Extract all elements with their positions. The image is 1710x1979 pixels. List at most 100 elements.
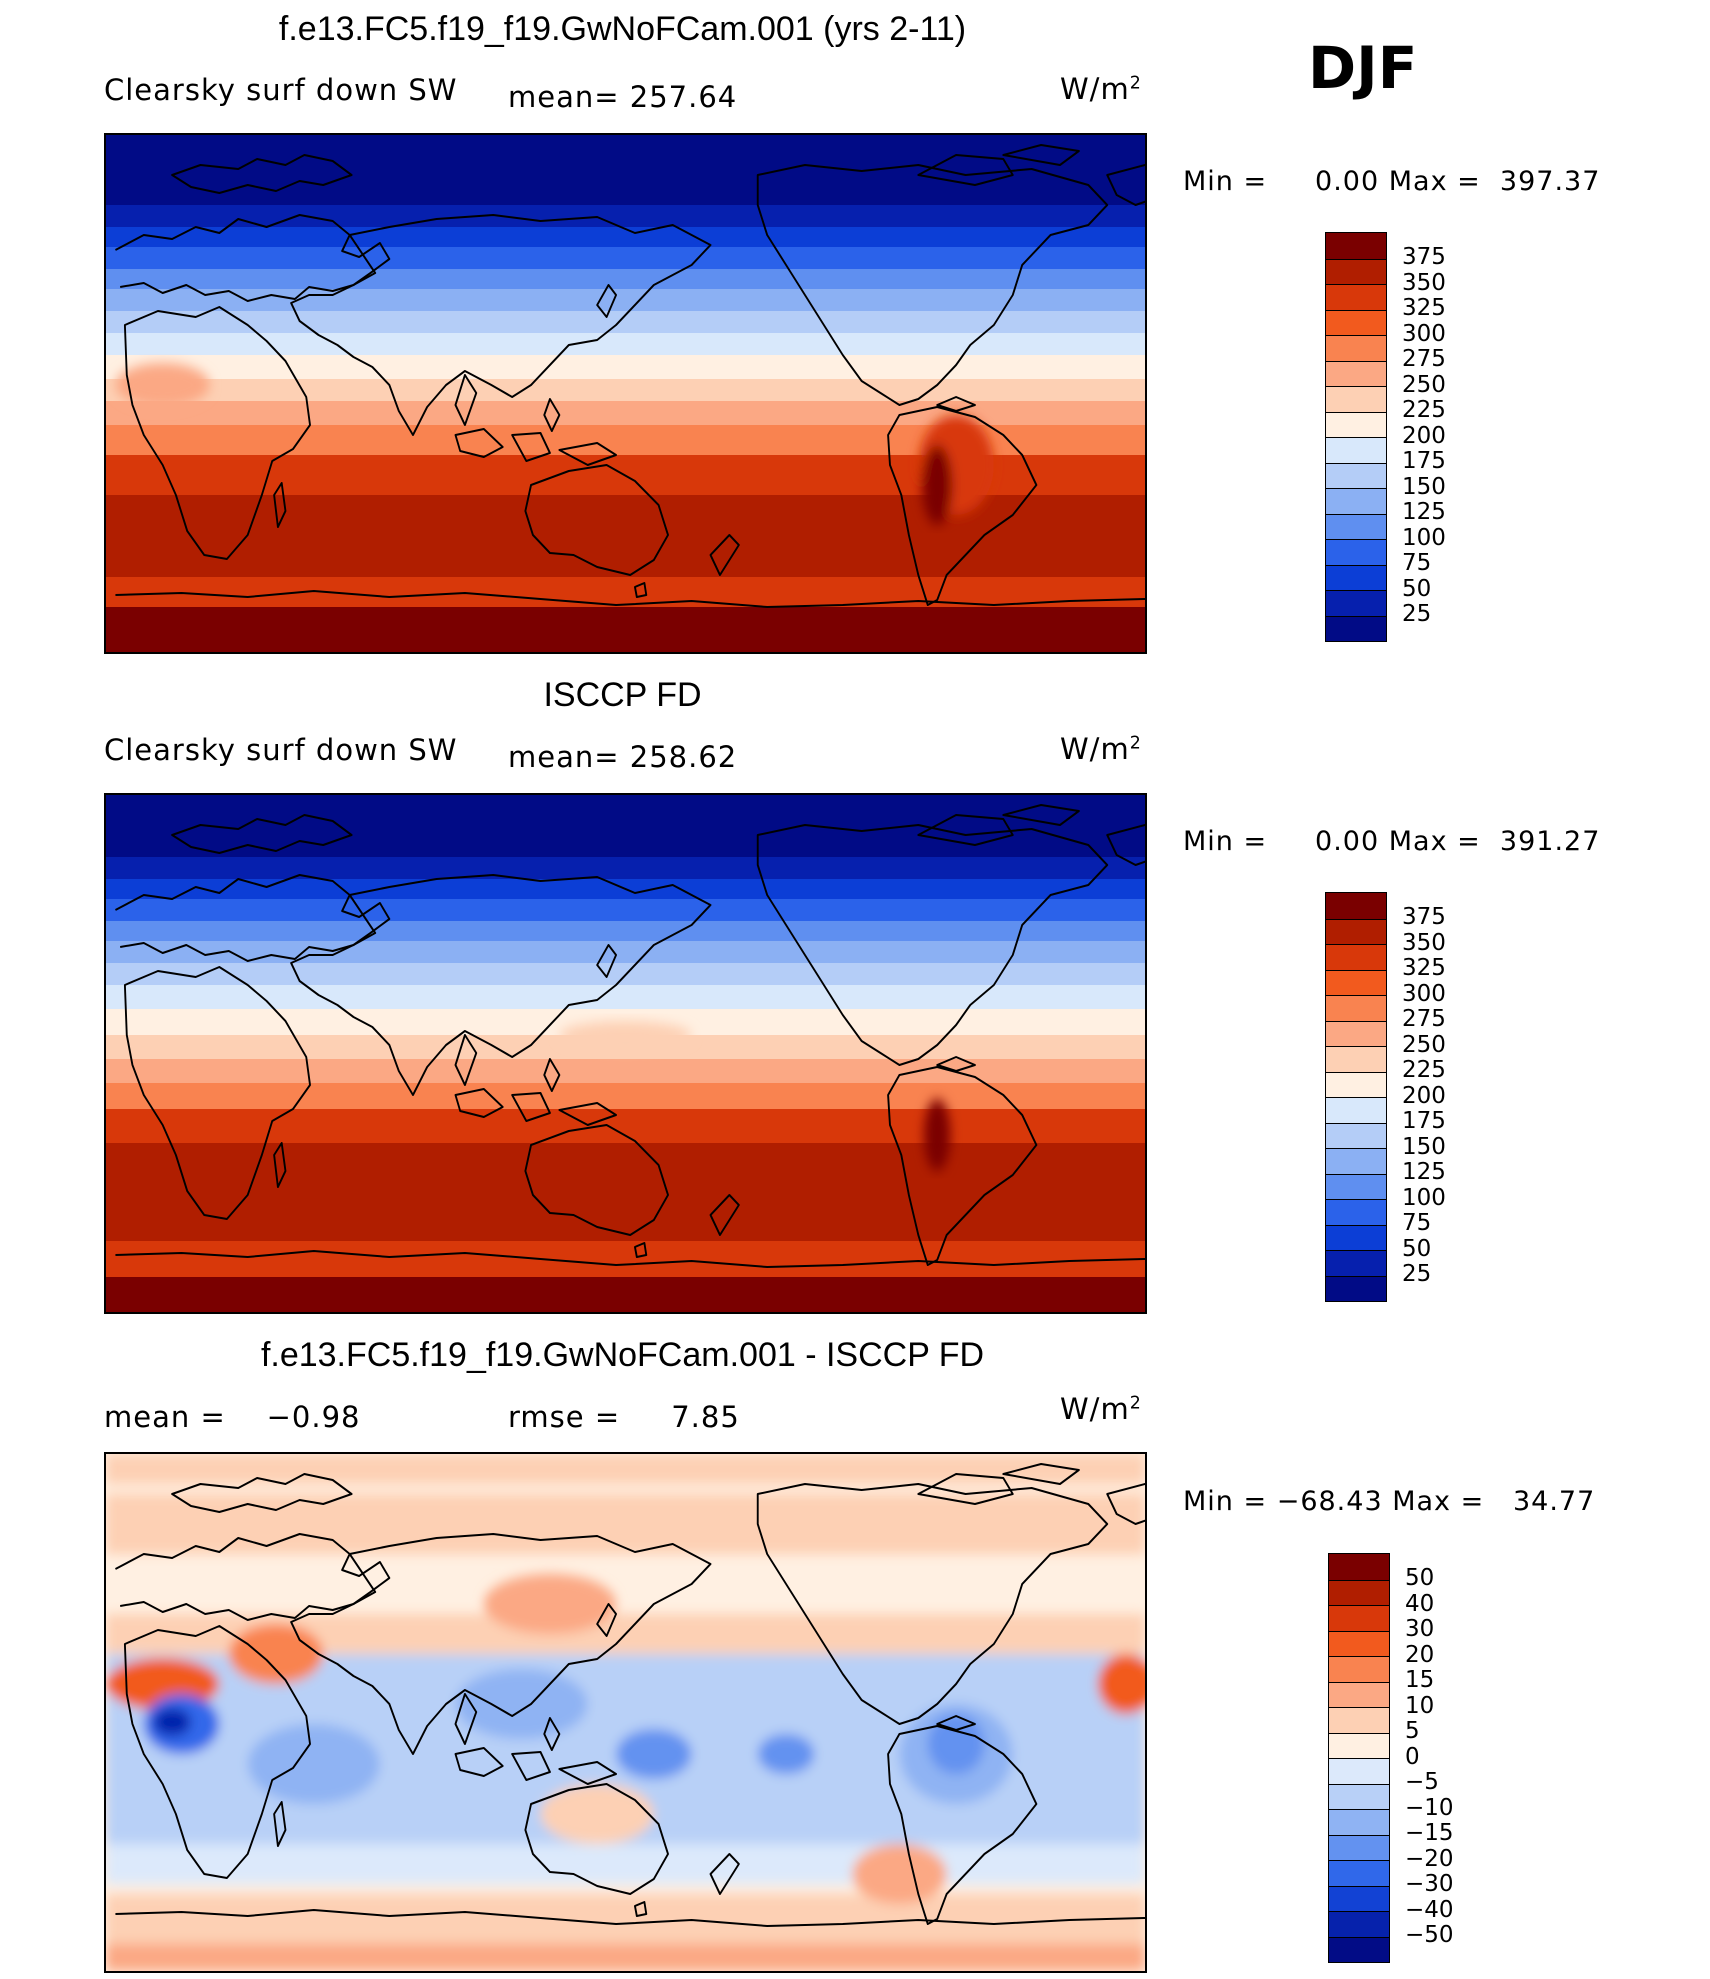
colorbar-tick-label: 125 <box>1402 1159 1446 1185</box>
colorbar-swatch <box>1329 1605 1389 1631</box>
colorbar-tick-label: 30 <box>1405 1616 1435 1642</box>
panel1-map-svg <box>106 135 1145 652</box>
colorbar-tick-label: −50 <box>1405 1922 1454 1948</box>
colorbar-swatch <box>1326 1199 1386 1225</box>
season-label: DJF <box>1308 34 1418 102</box>
colorbar-swatch <box>1326 462 1386 488</box>
colorbar-swatch <box>1326 1275 1386 1301</box>
colorbar-swatch <box>1329 1809 1389 1835</box>
colorbar-swatch <box>1326 258 1386 284</box>
colorbar-swatch <box>1326 1173 1386 1199</box>
panel2-title: ISCCP FD <box>543 676 702 714</box>
colorbar-swatch <box>1326 513 1386 539</box>
panel1-title: f.e13.FC5.f19_f19.GwNoFCam.001 (yrs 2-11… <box>278 10 967 48</box>
colorbar-tick-label: 175 <box>1402 1108 1446 1134</box>
colorbar-swatch <box>1329 1860 1389 1886</box>
colorbar-swatch <box>1326 969 1386 995</box>
colorbar-tick-label: 350 <box>1402 929 1446 956</box>
colorbar-tick-label: −10 <box>1405 1794 1454 1821</box>
colorbar-tick-label: 100 <box>1402 524 1446 551</box>
panel3-map-svg <box>106 1454 1145 1971</box>
colorbar-tick-label: 75 <box>1402 550 1432 576</box>
colorbar-tick-label: −15 <box>1405 1820 1454 1846</box>
colorbar-tick-label: 150 <box>1402 473 1446 500</box>
colorbar-tick-label: 25 <box>1402 1261 1432 1287</box>
panel1-units: W/m2 <box>1060 72 1142 106</box>
panel2-units: W/m2 <box>1060 732 1142 766</box>
panel2-map-svg <box>106 795 1145 1312</box>
colorbar-tick-label: 150 <box>1402 1133 1446 1160</box>
panel1-colorbar <box>1325 232 1387 642</box>
colorbar-swatch <box>1326 488 1386 514</box>
colorbar-tick-label: 200 <box>1402 422 1446 449</box>
colorbar-swatch <box>1326 233 1386 259</box>
panel3-map <box>104 1452 1147 1973</box>
colorbar-tick-label: 325 <box>1402 955 1446 981</box>
colorbar-tick-label: 20 <box>1405 1641 1435 1668</box>
colorbar-tick-label: −40 <box>1405 1896 1454 1923</box>
colorbar-tick-label: 75 <box>1402 1210 1432 1236</box>
colorbar-swatch <box>1326 893 1386 919</box>
colorbar-swatch <box>1329 1681 1389 1707</box>
colorbar-swatch <box>1326 386 1386 412</box>
colorbar-tick-label: 15 <box>1405 1667 1435 1693</box>
colorbar-swatch <box>1329 1834 1389 1860</box>
colorbar-swatch <box>1326 1046 1386 1072</box>
colorbar-swatch <box>1326 1224 1386 1250</box>
panel2-colorbar <box>1325 892 1387 1302</box>
colorbar-swatch <box>1329 1936 1389 1962</box>
colorbar-swatch <box>1326 590 1386 616</box>
colorbar-tick-label: 0 <box>1405 1743 1420 1770</box>
colorbar-tick-label: 350 <box>1402 269 1446 296</box>
colorbar-swatch <box>1326 944 1386 970</box>
colorbar-tick-label: 5 <box>1405 1718 1420 1744</box>
panel2-variable-label: Clearsky surf down SW <box>104 733 458 767</box>
colorbar-swatch <box>1326 1071 1386 1097</box>
colorbar-tick-label: 275 <box>1402 1006 1446 1032</box>
panel2-minmax: Min = 0.00 Max = 391.27 <box>1183 826 1601 857</box>
colorbar-swatch <box>1329 1630 1389 1656</box>
colorbar-swatch <box>1326 615 1386 641</box>
panel3-minmax: Min = −68.43 Max = 34.77 <box>1183 1486 1596 1517</box>
colorbar-tick-label: 25 <box>1402 601 1432 627</box>
panel1-minmax: Min = 0.00 Max = 397.37 <box>1183 166 1601 197</box>
colorbar-tick-label: 375 <box>1402 244 1446 270</box>
colorbar-swatch <box>1326 1020 1386 1046</box>
colorbar-swatch <box>1329 1554 1389 1580</box>
colorbar-swatch <box>1329 1885 1389 1911</box>
colorbar-tick-label: 50 <box>1402 1235 1432 1262</box>
colorbar-swatch <box>1329 1911 1389 1937</box>
panel3-field-features <box>106 1454 1145 1971</box>
colorbar-tick-label: −30 <box>1405 1871 1454 1897</box>
colorbar-swatch <box>1326 539 1386 565</box>
panel3-colorbar <box>1328 1553 1390 1963</box>
colorbar-tick-label: 100 <box>1402 1184 1446 1211</box>
colorbar-tick-label: 125 <box>1402 499 1446 525</box>
colorbar-tick-label: −5 <box>1405 1769 1439 1795</box>
colorbar-swatch <box>1329 1783 1389 1809</box>
colorbar-swatch <box>1326 360 1386 386</box>
colorbar-swatch <box>1326 995 1386 1021</box>
colorbar-tick-label: 40 <box>1405 1590 1435 1617</box>
colorbar-tick-label: 50 <box>1402 575 1432 602</box>
colorbar-tick-label: 225 <box>1402 397 1446 423</box>
colorbar-tick-label: 300 <box>1402 980 1446 1007</box>
colorbar-tick-label: 275 <box>1402 346 1446 372</box>
panel3-title: f.e13.FC5.f19_f19.GwNoFCam.001 - ISCCP F… <box>260 1336 985 1374</box>
colorbar-swatch <box>1329 1579 1389 1605</box>
colorbar-tick-label: −20 <box>1405 1845 1454 1872</box>
panel1-map <box>104 133 1147 654</box>
colorbar-tick-label: 10 <box>1405 1692 1435 1719</box>
colorbar-swatch <box>1326 335 1386 361</box>
colorbar-swatch <box>1326 411 1386 437</box>
panel3-mean-label: mean = −0.98 <box>104 1400 361 1434</box>
colorbar-swatch <box>1326 309 1386 335</box>
colorbar-tick-label: 300 <box>1402 320 1446 347</box>
colorbar-tick-label: 50 <box>1405 1565 1435 1591</box>
panel3-rmse-label: rmse = 7.85 <box>508 1400 740 1434</box>
colorbar-swatch <box>1326 918 1386 944</box>
colorbar-swatch <box>1329 1707 1389 1733</box>
colorbar-swatch <box>1329 1732 1389 1758</box>
panel2-map <box>104 793 1147 1314</box>
panel3-units: W/m2 <box>1060 1392 1142 1426</box>
